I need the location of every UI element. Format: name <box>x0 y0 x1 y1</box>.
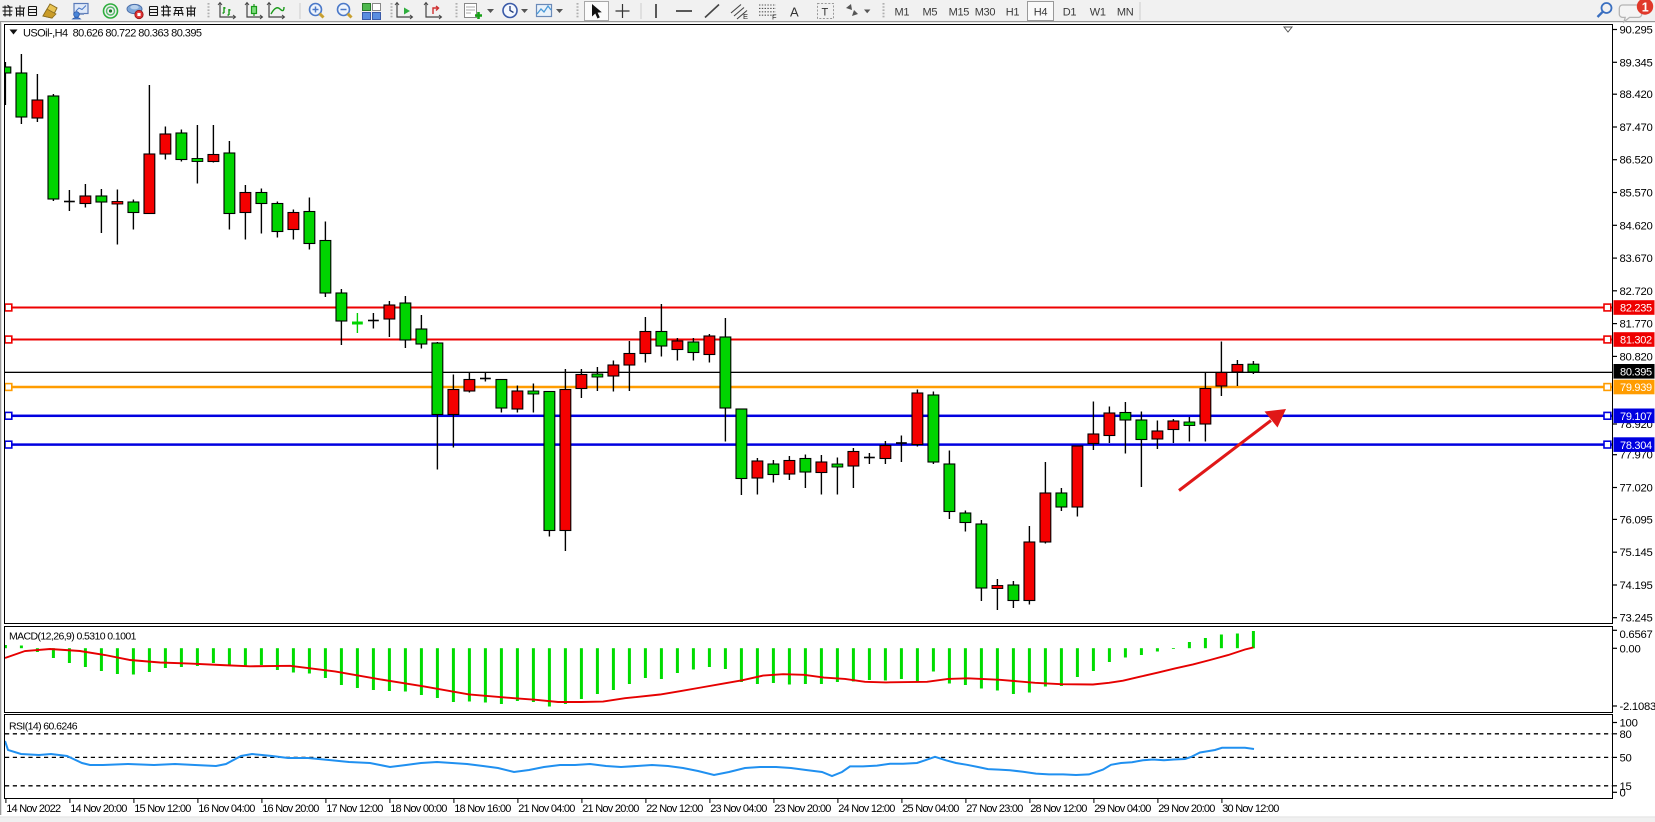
svg-text:75.145: 75.145 <box>1620 547 1653 559</box>
svg-text:21 Nov 20:00: 21 Nov 20:00 <box>582 803 639 815</box>
svg-text:14 Nov 2022: 14 Nov 2022 <box>6 803 61 815</box>
svg-text:27 Nov 23:00: 27 Nov 23:00 <box>966 803 1023 815</box>
svg-text:87.470: 87.470 <box>1620 122 1653 134</box>
svg-text:18 Nov 00:00: 18 Nov 00:00 <box>390 803 447 815</box>
svg-text:73.245: 73.245 <box>1620 613 1653 625</box>
svg-text:84.620: 84.620 <box>1620 220 1653 232</box>
svg-text:80.820: 80.820 <box>1620 351 1653 363</box>
svg-text:0: 0 <box>1620 787 1626 799</box>
svg-text:-2.1083: -2.1083 <box>1620 701 1655 713</box>
svg-text:H1: H1 <box>1006 7 1020 19</box>
svg-text:30 Nov 12:00: 30 Nov 12:00 <box>1222 803 1279 815</box>
svg-text:H4: H4 <box>1034 7 1048 19</box>
svg-text:M15: M15 <box>949 7 970 19</box>
svg-text:USOil-,H4 80.626 80.722 80.36: USOil-,H4 80.626 80.722 80.363 80.395 <box>23 28 202 40</box>
svg-text:25 Nov 04:00: 25 Nov 04:00 <box>902 803 959 815</box>
svg-text:79.939: 79.939 <box>1620 382 1652 394</box>
svg-text:0.6567: 0.6567 <box>1620 629 1653 641</box>
svg-text:83.670: 83.670 <box>1620 253 1653 265</box>
svg-text:23 Nov 20:00: 23 Nov 20:00 <box>774 803 831 815</box>
svg-text:M5: M5 <box>923 7 938 19</box>
svg-text:22 Nov 12:00: 22 Nov 12:00 <box>646 803 703 815</box>
svg-text:82.720: 82.720 <box>1620 286 1653 298</box>
svg-text:80: 80 <box>1620 729 1632 741</box>
svg-text:90.295: 90.295 <box>1620 25 1653 37</box>
svg-text:28 Nov 12:00: 28 Nov 12:00 <box>1030 803 1087 815</box>
svg-text:MACD(12,26,9) 0.5310 0.1001: MACD(12,26,9) 0.5310 0.1001 <box>9 631 137 643</box>
svg-text:A: A <box>790 5 799 20</box>
svg-text:24 Nov 12:00: 24 Nov 12:00 <box>838 803 895 815</box>
svg-text:W1: W1 <box>1090 7 1106 19</box>
svg-text:E: E <box>743 12 748 21</box>
svg-text:81.302: 81.302 <box>1620 335 1652 347</box>
svg-text:16 Nov 20:00: 16 Nov 20:00 <box>262 803 319 815</box>
svg-text:81.770: 81.770 <box>1620 319 1653 331</box>
svg-text:79.107: 79.107 <box>1620 411 1652 423</box>
svg-text:T: T <box>822 7 829 19</box>
svg-text:D1: D1 <box>1063 7 1077 19</box>
svg-text:1: 1 <box>1642 0 1649 14</box>
svg-text:15 Nov 12:00: 15 Nov 12:00 <box>134 803 191 815</box>
svg-text:23 Nov 04:00: 23 Nov 04:00 <box>710 803 767 815</box>
svg-text:86.520: 86.520 <box>1620 155 1653 167</box>
svg-text:88.420: 88.420 <box>1620 89 1653 101</box>
svg-text:RSI(14) 60.6246: RSI(14) 60.6246 <box>9 721 78 733</box>
svg-text:F: F <box>772 13 777 22</box>
svg-text:MN: MN <box>1117 7 1134 19</box>
svg-text:77.970: 77.970 <box>1620 450 1653 462</box>
svg-text:14 Nov 20:00: 14 Nov 20:00 <box>70 803 127 815</box>
svg-text:15: 15 <box>1620 781 1632 793</box>
svg-text:85.570: 85.570 <box>1620 188 1653 200</box>
svg-text:21 Nov 04:00: 21 Nov 04:00 <box>518 803 575 815</box>
svg-text:17 Nov 12:00: 17 Nov 12:00 <box>326 803 383 815</box>
svg-text:76.095: 76.095 <box>1620 514 1653 526</box>
svg-text:80.395: 80.395 <box>1620 367 1652 379</box>
svg-text:77.020: 77.020 <box>1620 483 1653 495</box>
svg-text:89.345: 89.345 <box>1620 57 1653 69</box>
svg-text:M30: M30 <box>975 7 996 19</box>
svg-text:78.304: 78.304 <box>1620 440 1652 452</box>
svg-text:82.235: 82.235 <box>1620 303 1652 315</box>
svg-text:16 Nov 04:00: 16 Nov 04:00 <box>198 803 255 815</box>
svg-text:M1: M1 <box>895 7 910 19</box>
svg-text:0.00: 0.00 <box>1620 644 1641 656</box>
svg-text:100: 100 <box>1620 718 1638 730</box>
svg-text:50: 50 <box>1620 752 1632 764</box>
svg-text:74.195: 74.195 <box>1620 580 1653 592</box>
svg-text:29 Nov 04:00: 29 Nov 04:00 <box>1094 803 1151 815</box>
svg-text:18 Nov 16:00: 18 Nov 16:00 <box>454 803 511 815</box>
svg-text:29 Nov 20:00: 29 Nov 20:00 <box>1158 803 1215 815</box>
